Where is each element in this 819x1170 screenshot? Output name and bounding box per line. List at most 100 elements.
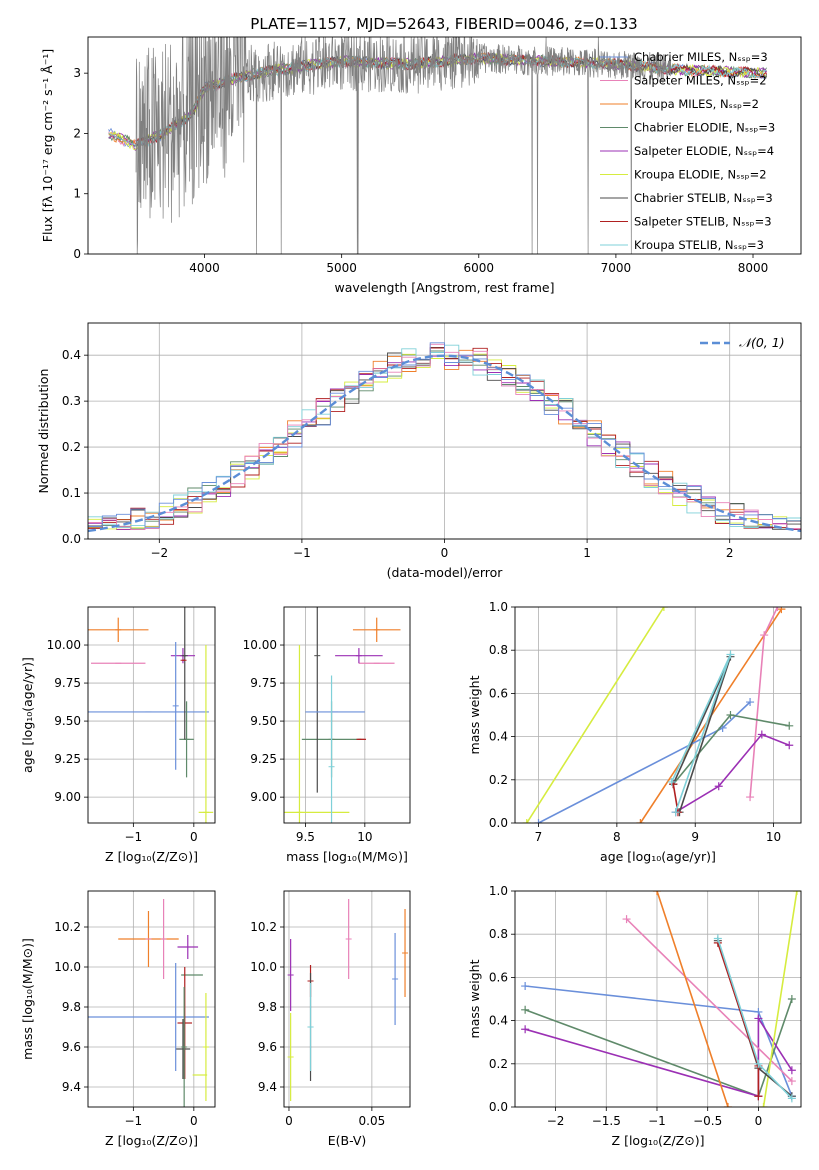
errorbar-point bbox=[345, 899, 352, 979]
x-tick-label: −0.5 bbox=[693, 1114, 722, 1128]
errorbar-point bbox=[177, 935, 199, 959]
weight-marker bbox=[636, 819, 645, 823]
x-tick-label: −1 bbox=[648, 1114, 666, 1128]
age-vs-mass-axes: 9.5 10 9.00 9.25 9.50 9.75 10.00 mass [log₁₀(M/… bbox=[243, 607, 410, 864]
weight-marker bbox=[746, 793, 755, 802]
y-tick-label: 10.0 bbox=[250, 960, 277, 974]
weight-series bbox=[522, 607, 668, 823]
weight-marker bbox=[760, 631, 769, 640]
x-tick-label: 1 bbox=[583, 546, 591, 560]
y-tick-label: 1.0 bbox=[489, 884, 508, 898]
x-tick-label: 2 bbox=[726, 546, 734, 560]
y-axis-label: Normed distribution bbox=[36, 369, 51, 494]
y-tick-label: 0.3 bbox=[62, 394, 81, 408]
errorbar-point bbox=[181, 987, 188, 1107]
y-axis-label: mass weight bbox=[467, 959, 482, 1038]
y-tick-label: 0.4 bbox=[489, 1014, 508, 1028]
legend-entry: 𝒩(0, 1) bbox=[739, 335, 785, 350]
weight-marker bbox=[777, 607, 786, 614]
y-tick-label: 0.4 bbox=[489, 730, 508, 744]
weight-marker bbox=[659, 607, 668, 611]
age-vs-Z-plot-area bbox=[88, 607, 214, 823]
weight-series bbox=[534, 698, 755, 823]
errorbar-point bbox=[287, 939, 294, 1011]
weight-line bbox=[672, 714, 790, 785]
y-tick-label: 0.2 bbox=[489, 1057, 508, 1071]
weight-marker bbox=[754, 1059, 763, 1068]
x-tick-label: 10 bbox=[766, 830, 781, 844]
weight-series bbox=[759, 891, 801, 1107]
y-tick-label: 9.50 bbox=[250, 714, 277, 728]
x-tick-label: 0.05 bbox=[359, 1114, 386, 1128]
weight-vs-Z-frame bbox=[514, 890, 802, 1108]
weight-line bbox=[626, 918, 793, 1082]
y-tick-label: 9.8 bbox=[258, 1000, 277, 1014]
data-spectrum-line bbox=[135, 37, 672, 254]
weight-series bbox=[671, 730, 794, 817]
x-tick-label: −2 bbox=[547, 1114, 565, 1128]
y-tick-label: 9.6 bbox=[62, 1040, 81, 1054]
x-tick-label: 5000 bbox=[326, 261, 357, 275]
weight-line bbox=[538, 701, 751, 823]
y-tick-label: 0.0 bbox=[62, 532, 81, 546]
x-tick-label: 6000 bbox=[464, 261, 495, 275]
y-tick-label: 1 bbox=[73, 187, 81, 201]
x-tick-label: 4000 bbox=[189, 261, 220, 275]
x-tick-label: 8 bbox=[613, 830, 621, 844]
errorbar-point bbox=[328, 675, 335, 823]
x-tick-label: 9.5 bbox=[296, 830, 315, 844]
x-axis-label: mass [log₁₀(M/M⊙)] bbox=[286, 849, 408, 864]
y-tick-label: 9.00 bbox=[250, 790, 277, 804]
weight-marker bbox=[787, 995, 796, 1003]
errorbar-point bbox=[88, 617, 149, 642]
x-tick-label: 0 bbox=[285, 1114, 293, 1128]
x-axis-label: Z [log₁₀(Z/Z⊙)] bbox=[612, 1133, 705, 1148]
y-tick-label: 0.2 bbox=[489, 773, 508, 787]
x-tick-label: 0 bbox=[190, 1114, 198, 1128]
x-tick-label: −2 bbox=[150, 546, 168, 560]
spectrum-axes: 4000 5000 6000 7000 8000 0 1 2 3 wavelength [Angs… bbox=[40, 49, 768, 295]
legend-entry: Chabrier ELODIE, Nₛₛₚ=3 bbox=[634, 121, 775, 135]
errorbar-point bbox=[175, 1019, 191, 1079]
weight-marker bbox=[792, 891, 801, 895]
weight-marker bbox=[726, 650, 735, 659]
errorbar-point bbox=[314, 607, 321, 793]
weight-marker bbox=[671, 808, 680, 817]
y-tick-label: 0.4 bbox=[62, 348, 81, 362]
weight-series bbox=[521, 982, 796, 1101]
weight-marker bbox=[754, 1092, 763, 1101]
weight-marker bbox=[785, 741, 794, 750]
y-tick-label: 0.8 bbox=[489, 927, 508, 941]
weight-line bbox=[526, 607, 665, 823]
y-tick-label: 10.00 bbox=[47, 638, 81, 652]
spectrum-plot-area bbox=[108, 37, 768, 254]
weight-vs-Z-axes: −2 −1.5 −1 −0.5 0 0.0 0.2 0.4 0.6 0.8 1.0 Z [log₁₀(… bbox=[467, 884, 801, 1148]
residuals-frame bbox=[87, 322, 802, 540]
legend-entry: Kroupa ELODIE, Nₛₛₚ=2 bbox=[634, 168, 767, 182]
weight-marker bbox=[622, 915, 631, 924]
weight-vs-age-plot-area bbox=[522, 607, 794, 823]
residuals-plot-area bbox=[88, 342, 801, 533]
weight-vs-Z-plot-area bbox=[521, 891, 801, 1107]
errorbar-point bbox=[198, 645, 214, 823]
x-tick-label: 0 bbox=[441, 546, 449, 560]
weight-series bbox=[622, 915, 796, 1086]
weight-marker bbox=[723, 1103, 732, 1107]
y-tick-label: 9.25 bbox=[54, 752, 81, 766]
weight-marker bbox=[754, 1014, 763, 1023]
x-tick-label: −1 bbox=[125, 1114, 143, 1128]
weight-marker bbox=[667, 777, 676, 786]
legend: Chabrier MILES, Nₛₛₚ=3 Salpeter MILES, Nₛ… bbox=[600, 50, 775, 252]
y-tick-label: 9.50 bbox=[54, 714, 81, 728]
legend-entry: Chabrier STELIB, Nₛₛₚ=3 bbox=[634, 191, 773, 205]
weight-line bbox=[656, 891, 729, 1107]
age-vs-Z-frame bbox=[87, 606, 216, 824]
age-vs-mass-frame bbox=[283, 606, 411, 824]
y-tick-label: 10.00 bbox=[243, 638, 277, 652]
y-tick-label: 9.6 bbox=[258, 1040, 277, 1054]
y-tick-label: 0.1 bbox=[62, 486, 81, 500]
x-tick-label: 0 bbox=[190, 830, 198, 844]
age-vs-Z-axes: −1 0 9.00 9.25 9.50 9.75 10.00 Z [log₁₀(Z/Z⊙)] a… bbox=[20, 607, 215, 864]
mass-vs-Z-plot-area bbox=[88, 899, 209, 1107]
